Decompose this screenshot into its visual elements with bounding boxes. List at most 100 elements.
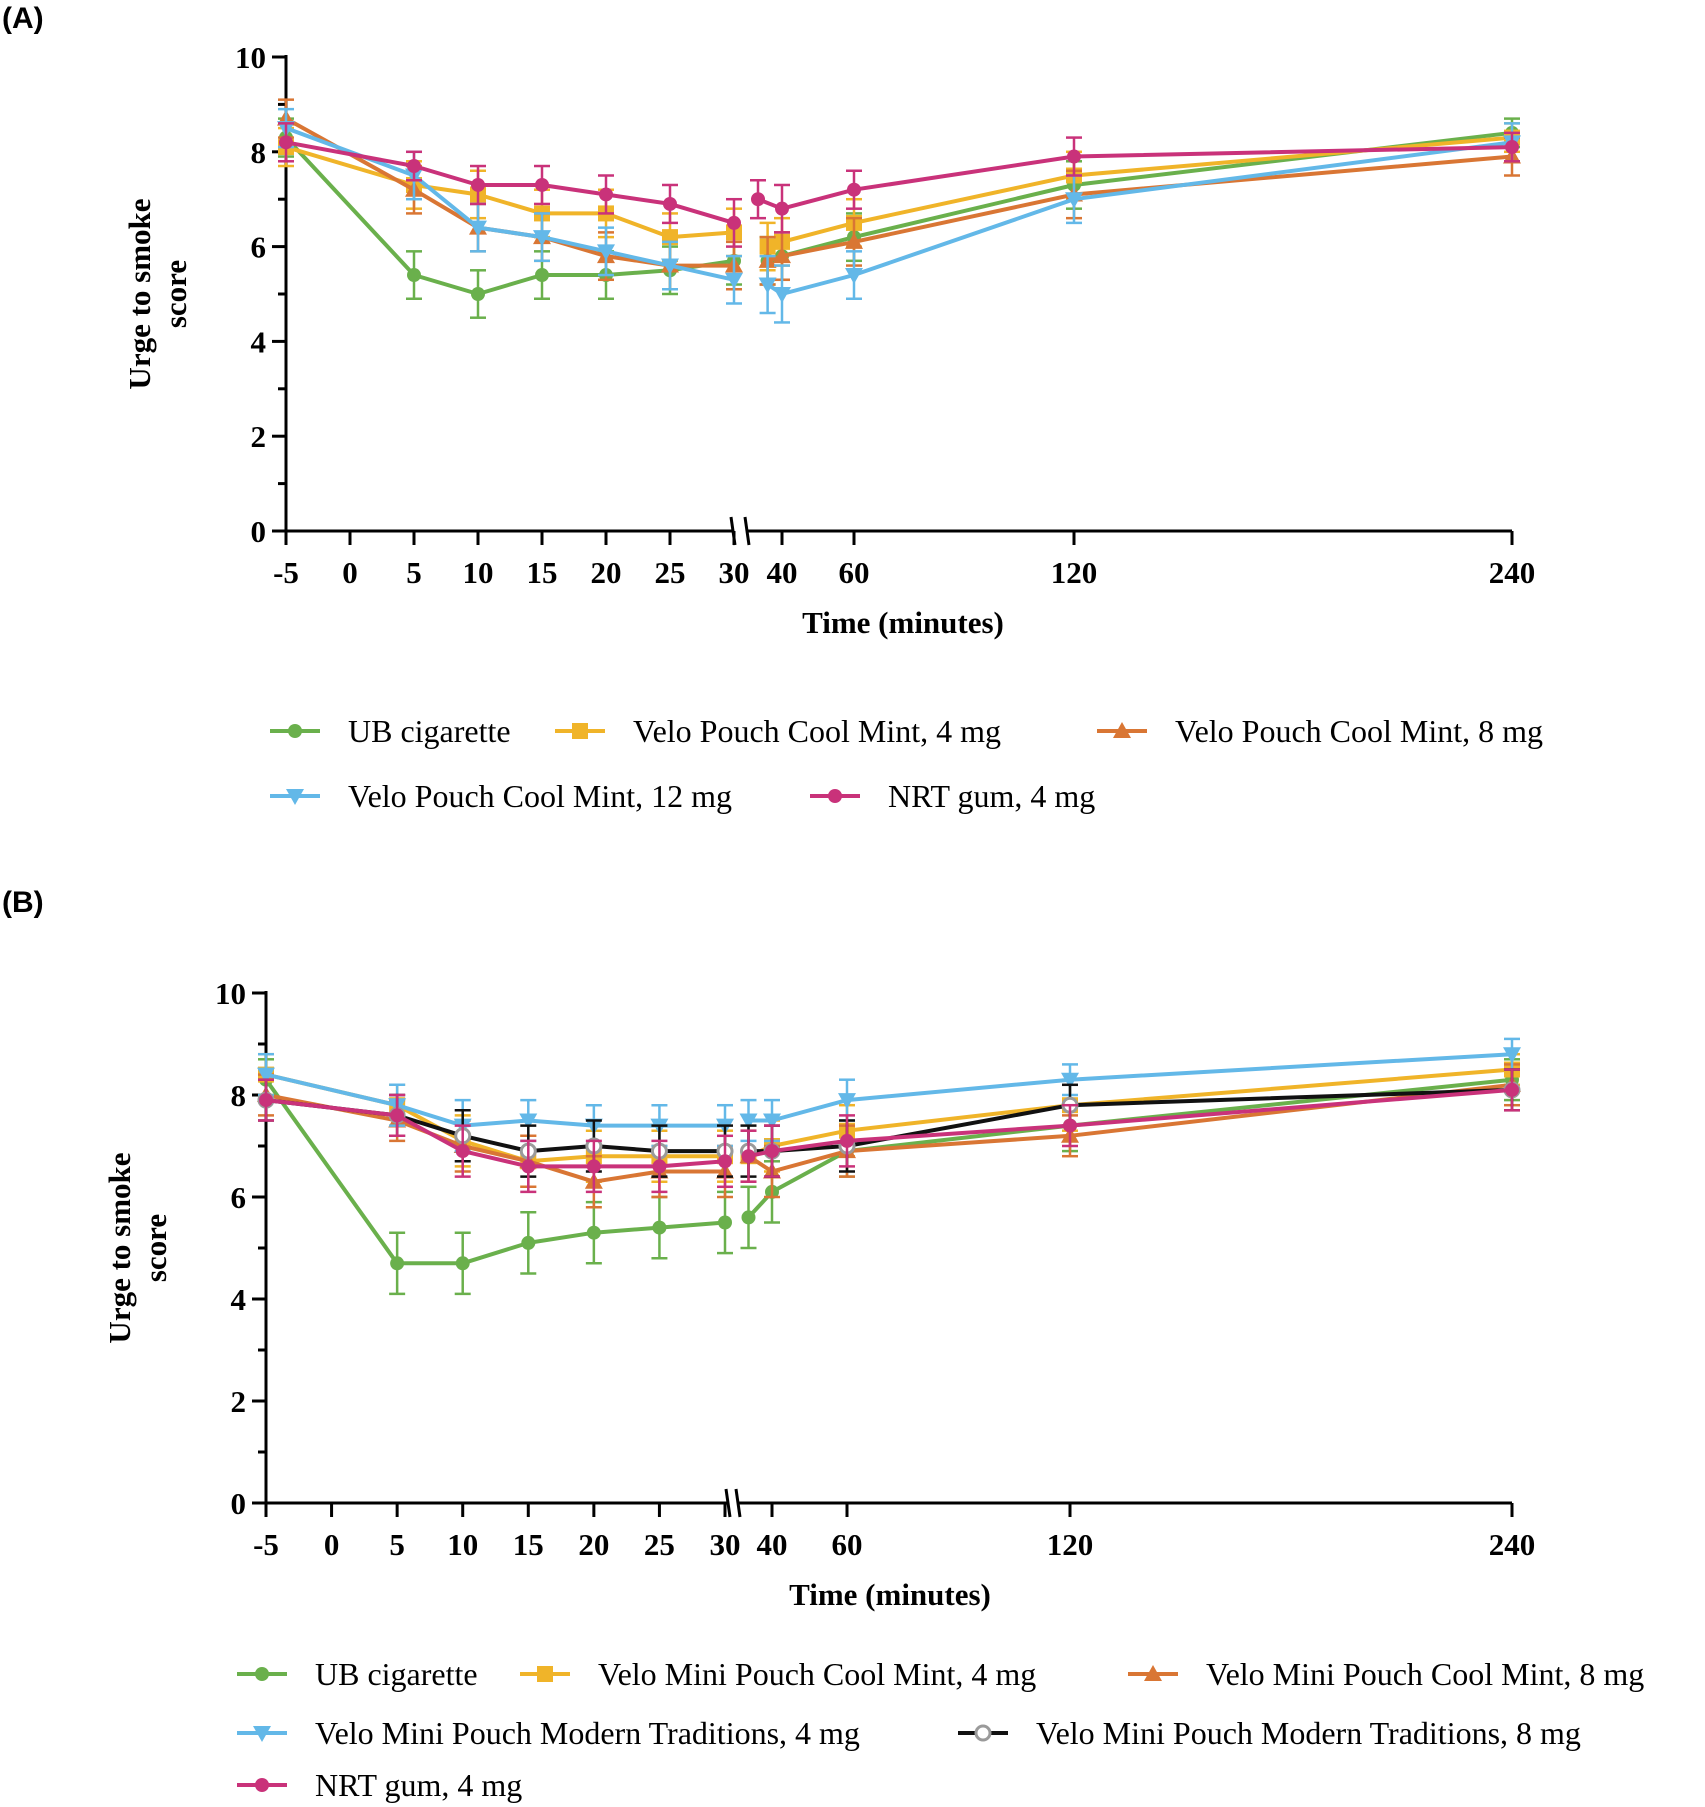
chart-b-legend-item-velo-mini-pouch-cool-mint-4-mg-marker [537,1666,553,1682]
chart-a-legend-item-velo-pouch-cool-mint-12-mg-label: Velo Pouch Cool Mint, 12 mg [348,778,732,814]
chart-a-series-velo-pouch-cool-mint-12-mg-point-120 [1065,192,1083,209]
chart-b-y-axis-title-line-1: Urge to smoke [102,1152,137,1343]
chart-b-series-nrt-gum-4-mg-point-240 [1505,1082,1519,1097]
chart-a-y-tick-label-0: 0 [251,514,267,549]
chart-a-x-tick-label-0: 0 [342,555,358,590]
chart-b-series-nrt-gum-4-mg-point-30 [718,1154,732,1169]
chart-b-y-tick-label-6: 6 [231,1180,247,1215]
chart-a-legend-item-ub-cigarette-label: UB cigarette [348,713,511,749]
chart-a-y-tick-label-4: 4 [251,324,267,359]
chart-b-series-velo-mini-pouch-modern-traditions-4-mg-point-240 [1503,1047,1521,1064]
chart-a-series-velo-pouch-cool-mint-4-mg [278,122,1520,272]
chart-a-series-nrt-gum-4-mg-point-35 [751,192,765,207]
chart-b-x-tick-label-240: 240 [1489,1527,1536,1562]
chart-b-x-tick-label-20: 20 [578,1527,609,1562]
chart-a-legend-item-velo-pouch-cool-mint-8-mg-marker [1113,722,1131,738]
chart-a-series-nrt-gum-4-mg-point-25 [663,196,677,211]
chart-b-series-ub-cigarette-point-5 [390,1256,405,1271]
chart-a-series-ub-cigarette-point-15 [535,268,549,283]
chart-a-series-velo-pouch-cool-mint-12-mg-point-20 [597,244,615,261]
chart-a-series-nrt-gum-4-mg-point-10 [471,177,485,192]
chart-b-x-axis-title: Time (minutes) [789,1577,991,1612]
chart-a-series-velo-pouch-cool-mint-12-mg-point-25 [661,258,679,275]
chart-b-series-nrt-gum-4-mg-point-15 [521,1159,536,1174]
chart-a-axis-break-mark-right [743,516,751,546]
chart-a-series-ub-cigarette-point-10 [471,287,485,301]
chart-a-x-tick-label-5: 5 [406,555,422,590]
chart-b-y-axis-title-line-2: score [138,1214,173,1282]
chart-b-series-nrt-gum-4-mg-point-35 [741,1149,756,1164]
chart-b-legend-item-ub-cigarette: UB cigarette [237,1656,478,1692]
chart-b-x-tick-label-0: 0 [324,1527,340,1562]
chart-b-legend-item-ub-cigarette-marker [255,1667,269,1681]
chart-a-legend-item-ub-cigarette: UB cigarette [270,713,511,749]
chart-b-legend-item-nrt-gum-4-mg-label: NRT gum, 4 mg [315,1767,522,1803]
chart-b-series-ub-cigarette-point-25 [652,1220,667,1235]
chart-b-series-nrt-gum-4-mg-point-40 [765,1144,779,1159]
chart-a-legend-item-velo-pouch-cool-mint-4-mg: Velo Pouch Cool Mint, 4 mg [555,713,1001,749]
chart-b-legend-item-velo-mini-pouch-cool-mint-4-mg-label: Velo Mini Pouch Cool Mint, 4 mg [598,1656,1036,1692]
chart-b-x-tick-label-60: 60 [832,1527,863,1562]
chart-b-y-tick-label-2: 2 [231,1384,247,1419]
chart-b-legend-item-velo-mini-pouch-cool-mint-8-mg: Velo Mini Pouch Cool Mint, 8 mg [1128,1656,1644,1692]
chart-b-legend-item-velo-mini-pouch-modern-traditions-8-mg-marker [974,1724,992,1742]
chart-b-series-nrt-gum-4-mg-point-10 [455,1144,470,1159]
chart-a-legend-item-velo-pouch-cool-mint-8-mg: Velo Pouch Cool Mint, 8 mg [1097,713,1543,749]
chart-b-series-nrt-gum-4-mg-point-5 [390,1108,405,1123]
chart-a-series-velo-pouch-cool-mint-12-mg-point-15 [533,230,551,247]
chart-a-legend-item-velo-pouch-cool-mint-4-mg-marker [572,723,588,739]
chart-b-series-ub-cigarette-point-20 [586,1225,601,1240]
chart-b-legend-item-nrt-gum-4-mg-marker [255,1778,269,1792]
chart-a-series-nrt-gum-4-mg-point-5 [279,135,293,150]
chart-a-y-tick-label-8: 8 [251,135,267,170]
chart-b-series-nrt-gum-4-mg-point-60 [840,1133,854,1148]
chart-b-series-nrt-gum-4-mg-point-120 [1063,1118,1077,1133]
chart-b-legend-item-velo-mini-pouch-cool-mint-8-mg-label: Velo Mini Pouch Cool Mint, 8 mg [1206,1656,1644,1692]
chart-a-y-axis-title-line-1: Urge to smoke [122,198,157,389]
chart-a-series-nrt-gum-4-mg-point-20 [599,187,613,202]
chart-a-legend-item-velo-pouch-cool-mint-12-mg: Velo Pouch Cool Mint, 12 mg [270,778,732,814]
chart-a-series-nrt-gum-4-mg-point-15 [535,177,549,192]
chart-b-y-tick-label-10: 10 [215,976,246,1011]
chart-a-x-axis-title: Time (minutes) [802,605,1004,640]
chart-a-x-tick-label-40: 40 [767,555,798,590]
chart-a-legend-item-nrt-gum-4-mg: NRT gum, 4 mg [810,778,1095,814]
chart-a-x-tick-label-20: 20 [591,555,622,590]
chart-b-legend-item-velo-mini-pouch-modern-traditions-8-mg: Velo Mini Pouch Modern Traditions, 8 mg [958,1715,1581,1751]
chart-a-y-tick-label-6: 6 [251,230,267,265]
chart-a-y-axis-title-line-2: score [158,260,193,328]
chart-b-legend-item-velo-mini-pouch-modern-traditions-8-mg-label: Velo Mini Pouch Modern Traditions, 8 mg [1036,1715,1581,1751]
chart-b-y-tick-label-4: 4 [231,1282,247,1317]
chart-a-x-tick-label-25: 25 [655,555,686,590]
chart-b-series-nrt-gum-4-mg-point-5 [259,1093,273,1108]
chart-b-series-velo-mini-pouch-modern-traditions-4-mg-line [265,1052,1513,1128]
chart-b-series-velo-mini-pouch-modern-traditions-4-mg-point-40 [763,1113,781,1130]
chart-a-legend-item-nrt-gum-4-mg-marker [828,789,842,803]
chart-a-series-ub-cigarette-point-5 [407,268,421,283]
chart-a-legend-item-velo-pouch-cool-mint-12-mg-marker [286,789,304,805]
chart-b-y-tick-label-8: 8 [231,1078,247,1113]
chart-b-series-velo-mini-pouch-modern-traditions-4-mg-point-60 [838,1093,856,1110]
chart-a-series-velo-pouch-cool-mint-12-mg-point-40 [773,287,791,303]
chart-a-x-tick-label-30: 30 [719,555,750,590]
chart-b-series-nrt-gum-4-mg [258,1068,1520,1194]
chart-a-x-tick-label-15: 15 [527,555,558,590]
chart-a-series-velo-pouch-cool-mint-12-mg-point-30 [725,272,743,289]
chart-b-x-tick-label-5: -5 [253,1527,279,1562]
chart-b-legend-item-nrt-gum-4-mg: NRT gum, 4 mg [237,1767,522,1803]
panel-label-a: (A) [2,2,44,35]
chart-b-series-nrt-gum-4-mg-point-20 [586,1159,601,1174]
chart-b-series-velo-mini-pouch-modern-traditions-4-mg-point-35 [739,1113,758,1130]
chart-a-series-velo-pouch-cool-mint-12-mg-point-60 [845,268,863,285]
chart-b-legend-item-velo-mini-pouch-modern-traditions-4-mg: Velo Mini Pouch Modern Traditions, 4 mg [237,1715,860,1751]
chart-a-legend-item-velo-pouch-cool-mint-8-mg-label: Velo Pouch Cool Mint, 8 mg [1175,713,1543,749]
chart-b-series-ub-cigarette-point-35 [741,1210,756,1225]
chart-a-series-nrt-gum-4-mg-point-60 [847,182,861,197]
chart-b-x-tick-label-120: 120 [1047,1527,1094,1562]
chart-a-legend-item-nrt-gum-4-mg-label: NRT gum, 4 mg [888,778,1095,814]
chart-a-legend-item-ub-cigarette-marker [288,724,302,738]
chart-b-axis-break-mark-left [724,1488,732,1518]
chart-b-x-tick-label-15: 15 [513,1527,544,1562]
